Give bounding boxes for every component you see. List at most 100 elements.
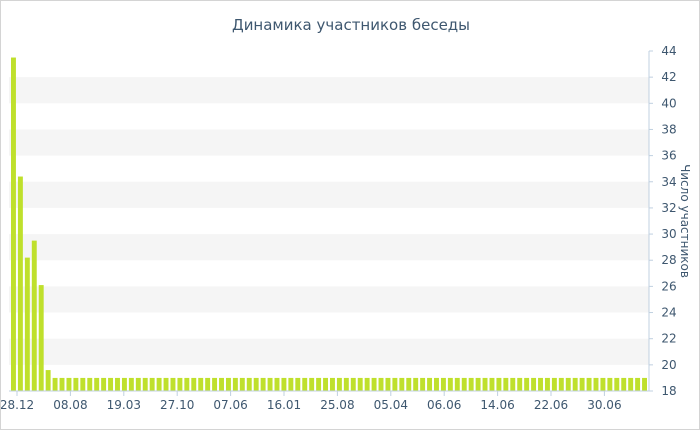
- bar: [316, 377, 322, 391]
- bar: [371, 377, 377, 391]
- bar: [191, 377, 197, 391]
- bar: [406, 377, 412, 391]
- bar: [274, 377, 280, 391]
- bar: [434, 377, 439, 391]
- bar: [378, 377, 384, 391]
- bar-series: [11, 57, 647, 392]
- y-tick-label: 22: [661, 332, 676, 346]
- bar: [135, 377, 141, 391]
- bar: [212, 377, 218, 391]
- bar: [336, 377, 342, 391]
- grid-band: [9, 286, 649, 313]
- bar: [642, 377, 647, 391]
- bar: [440, 377, 446, 391]
- bar: [232, 377, 238, 391]
- bar: [579, 377, 585, 391]
- bar: [496, 377, 502, 391]
- bar: [468, 377, 474, 391]
- bar: [420, 377, 426, 391]
- bar: [115, 377, 120, 391]
- grid-band: [9, 181, 649, 208]
- bar: [267, 377, 273, 391]
- bar: [510, 377, 516, 391]
- grid-bands: [9, 77, 649, 365]
- bar: [177, 377, 183, 391]
- bar: [184, 377, 190, 391]
- bar: [219, 377, 224, 391]
- y-tick-label: 24: [661, 306, 676, 320]
- bar: [482, 377, 488, 391]
- bar: [31, 240, 37, 391]
- bar: [205, 377, 211, 391]
- bar: [343, 377, 349, 391]
- bar: [198, 377, 204, 391]
- bar: [253, 377, 259, 391]
- bar: [11, 57, 16, 392]
- y-axis-title: Число участников: [678, 164, 692, 278]
- grid-band: [9, 338, 649, 365]
- y-tick-label: 42: [661, 70, 676, 84]
- grid-band: [9, 129, 649, 156]
- y-tick-label: 44: [661, 44, 676, 58]
- bar: [66, 377, 72, 391]
- bar: [385, 377, 391, 391]
- bar: [45, 370, 51, 391]
- bar: [281, 377, 287, 391]
- y-tick-label: 28: [661, 253, 676, 267]
- bar: [489, 377, 495, 391]
- bar: [392, 377, 398, 391]
- bar: [635, 377, 641, 391]
- bar: [17, 176, 23, 391]
- x-tick-label: 28.12: [1, 398, 34, 412]
- bar: [454, 377, 460, 391]
- x-tick-label: 08.08: [53, 398, 87, 412]
- bar: [156, 377, 162, 391]
- y-tick-label: 36: [661, 149, 676, 163]
- bar: [108, 377, 114, 391]
- x-tick-label: 27.10: [160, 398, 194, 412]
- y-tick-label: 34: [661, 175, 676, 189]
- bar: [142, 377, 148, 391]
- bar: [531, 377, 537, 391]
- bar: [323, 377, 328, 391]
- bar: [288, 377, 294, 391]
- bar: [330, 377, 335, 391]
- bar: [128, 377, 134, 391]
- y-tick-label: 30: [661, 227, 676, 241]
- bar: [427, 377, 433, 391]
- bar: [503, 377, 509, 391]
- x-tick-label: 06.06: [427, 398, 461, 412]
- bar: [350, 377, 356, 391]
- bar: [73, 377, 79, 391]
- bar: [246, 377, 252, 391]
- bar: [309, 377, 315, 391]
- y-tick-label: 38: [661, 122, 676, 136]
- bar: [357, 377, 363, 391]
- bar: [80, 377, 86, 391]
- bar: [621, 377, 627, 391]
- bar: [614, 377, 620, 391]
- chart-title: Динамика участников беседы: [232, 16, 470, 34]
- x-tick-label: 05.04: [374, 398, 408, 412]
- bar: [399, 377, 405, 391]
- bar: [295, 377, 301, 391]
- grid-band: [9, 234, 649, 261]
- bar: [302, 377, 308, 391]
- bar: [538, 377, 543, 391]
- y-tick-label: 40: [661, 96, 676, 110]
- bar: [447, 377, 453, 391]
- bar: [600, 377, 606, 391]
- bar: [149, 377, 155, 391]
- bar: [475, 377, 481, 391]
- bar: [225, 377, 231, 391]
- x-tick-label: 25.08: [320, 398, 354, 412]
- bar: [364, 377, 370, 391]
- bar: [413, 377, 419, 391]
- bar: [461, 377, 467, 391]
- bar: [24, 257, 30, 391]
- bar: [59, 377, 65, 391]
- bar: [565, 377, 571, 391]
- bar: [607, 377, 613, 391]
